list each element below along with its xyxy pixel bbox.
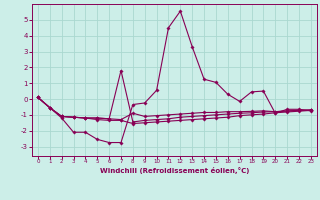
X-axis label: Windchill (Refroidissement éolien,°C): Windchill (Refroidissement éolien,°C) [100, 167, 249, 174]
